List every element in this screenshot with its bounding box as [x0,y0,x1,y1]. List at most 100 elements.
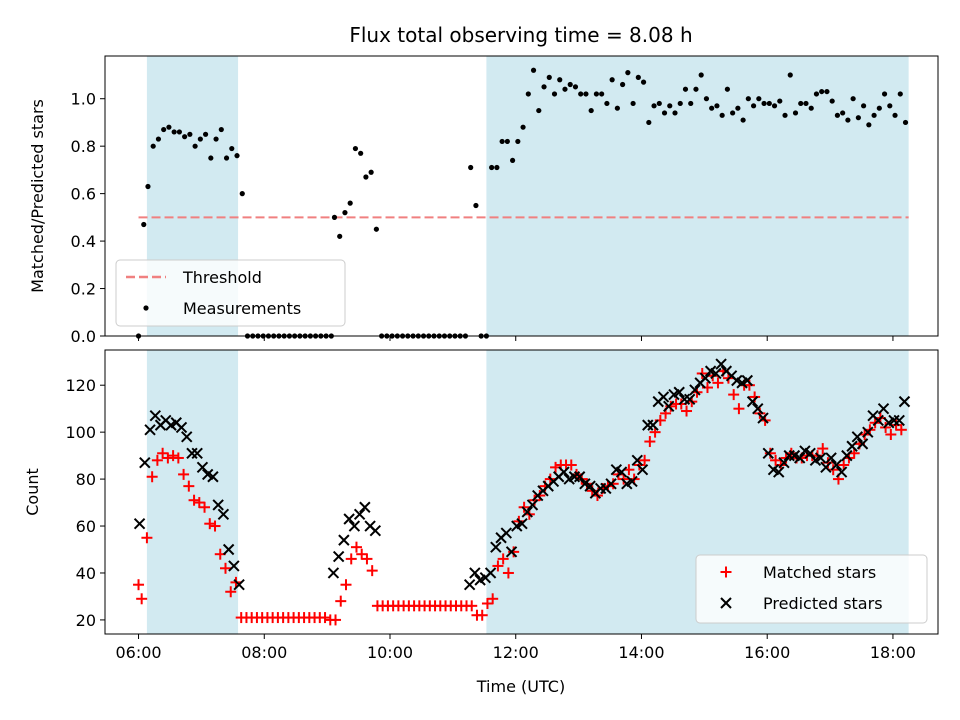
cross-stroke [579,478,591,490]
measurement-point [792,110,799,116]
legend-measurements-label: Measurements [183,299,301,318]
top-panel: 0.0 0.2 0.4 0.6 0.8 1.0 Matched/Predicted sta… [28,55,939,346]
measurement-point [656,100,662,107]
measurement-point [368,169,374,175]
matched-star-point [476,609,488,621]
predicted-star-point [778,456,790,469]
predicted-star-point [463,579,476,591]
cross-stroke [139,456,151,469]
measurement-point [813,91,820,97]
matched-star-point [188,494,200,506]
cross-stroke [731,374,743,387]
cross-stroke [825,452,837,464]
measurement-point [724,86,730,92]
predicted-star-point [657,391,670,403]
measurement-point [352,145,359,152]
cross-stroke [149,410,162,422]
matched-star-point [534,490,546,502]
x-axis-title: Time (UTC) [476,677,565,696]
top-x-ticks [138,336,894,341]
predicted-star-point [636,463,649,476]
matched-star-point [492,560,504,572]
measurement-point [176,129,182,135]
measurement-point [682,86,689,92]
cross-stroke [846,440,858,452]
matched-star-point [895,424,907,436]
matched-star-point [880,421,892,433]
predicted-star-point [338,534,350,546]
top-y-axis-title: Matched/Predicted stars [28,99,47,293]
measurement-point [902,119,909,126]
measurement-point [150,143,156,149]
measurement-point [489,164,495,171]
y-tick-label: 40 [76,564,96,583]
measurement-point [161,126,167,133]
matched-star-point [696,367,708,379]
cross-stroke [788,449,801,462]
cross-stroke [526,499,539,511]
matched-star-point [502,567,514,579]
matched-star-point [733,403,745,415]
cross-stroke [678,393,691,405]
measurement-point [520,124,526,130]
legend-predicted-swatch [720,597,732,609]
measurement-point [630,100,636,107]
top-y-ticks: 0.0 0.2 0.4 0.6 0.8 1.0 [71,90,105,346]
measurement-point [787,72,793,78]
shaded-interval [146,350,239,634]
chart-title: Flux total observing time = 8.08 h [349,23,692,47]
cross-stroke [610,463,623,476]
cross-stroke [369,525,382,537]
matched-star-point [146,471,158,483]
predicted-star-point [196,461,209,474]
measurement-point [855,115,861,121]
measurement-point [640,79,647,85]
matched-star-point [209,520,221,532]
measurement-point [703,96,710,102]
cross-stroke [636,463,649,476]
measurement-point [331,214,338,220]
cross-stroke [196,461,209,474]
matched-star-point [366,565,378,577]
cross-stroke [516,517,528,530]
cross-stroke [521,506,533,518]
measurement-point [620,81,626,88]
matched-star-point [225,586,237,598]
predicted-star-point [835,466,848,478]
cross-stroke [212,499,224,511]
predicted-star-point [149,410,162,422]
cross-stroke [841,449,853,462]
measurement-point [504,138,510,145]
predicted-star-point [348,520,361,532]
predicted-star-point [663,400,675,413]
cross-stroke [181,431,193,443]
measurement-point [845,117,851,123]
predicted-star-point [741,374,754,387]
cross-stroke [663,400,675,413]
cross-stroke [898,395,911,408]
cross-stroke [505,546,518,558]
legend-matched-label: Matched stars [763,563,876,582]
measurement-point [171,129,177,135]
top-points-layer [135,67,909,339]
measurement-point [192,143,198,149]
cross-stroke [631,454,643,467]
measurement-point [599,91,605,97]
matched-star-point [565,459,577,471]
measurement-point [218,126,224,133]
y-tick-label: 0.6 [71,185,96,204]
measurement-point [208,155,214,161]
cross-stroke [332,550,345,563]
matched-star-point [885,428,897,440]
cross-stroke [558,466,570,478]
predicted-star-point [888,414,900,427]
matched-star-point [644,436,656,448]
measurement-point [897,91,903,97]
measurement-point [834,112,841,118]
matched-star-point [319,612,331,624]
measurement-point [473,202,479,209]
predicted-star-point [647,419,659,431]
measurement-point [871,112,877,118]
y-tick-label: 120 [65,376,96,395]
top-shading-layer [146,56,909,336]
